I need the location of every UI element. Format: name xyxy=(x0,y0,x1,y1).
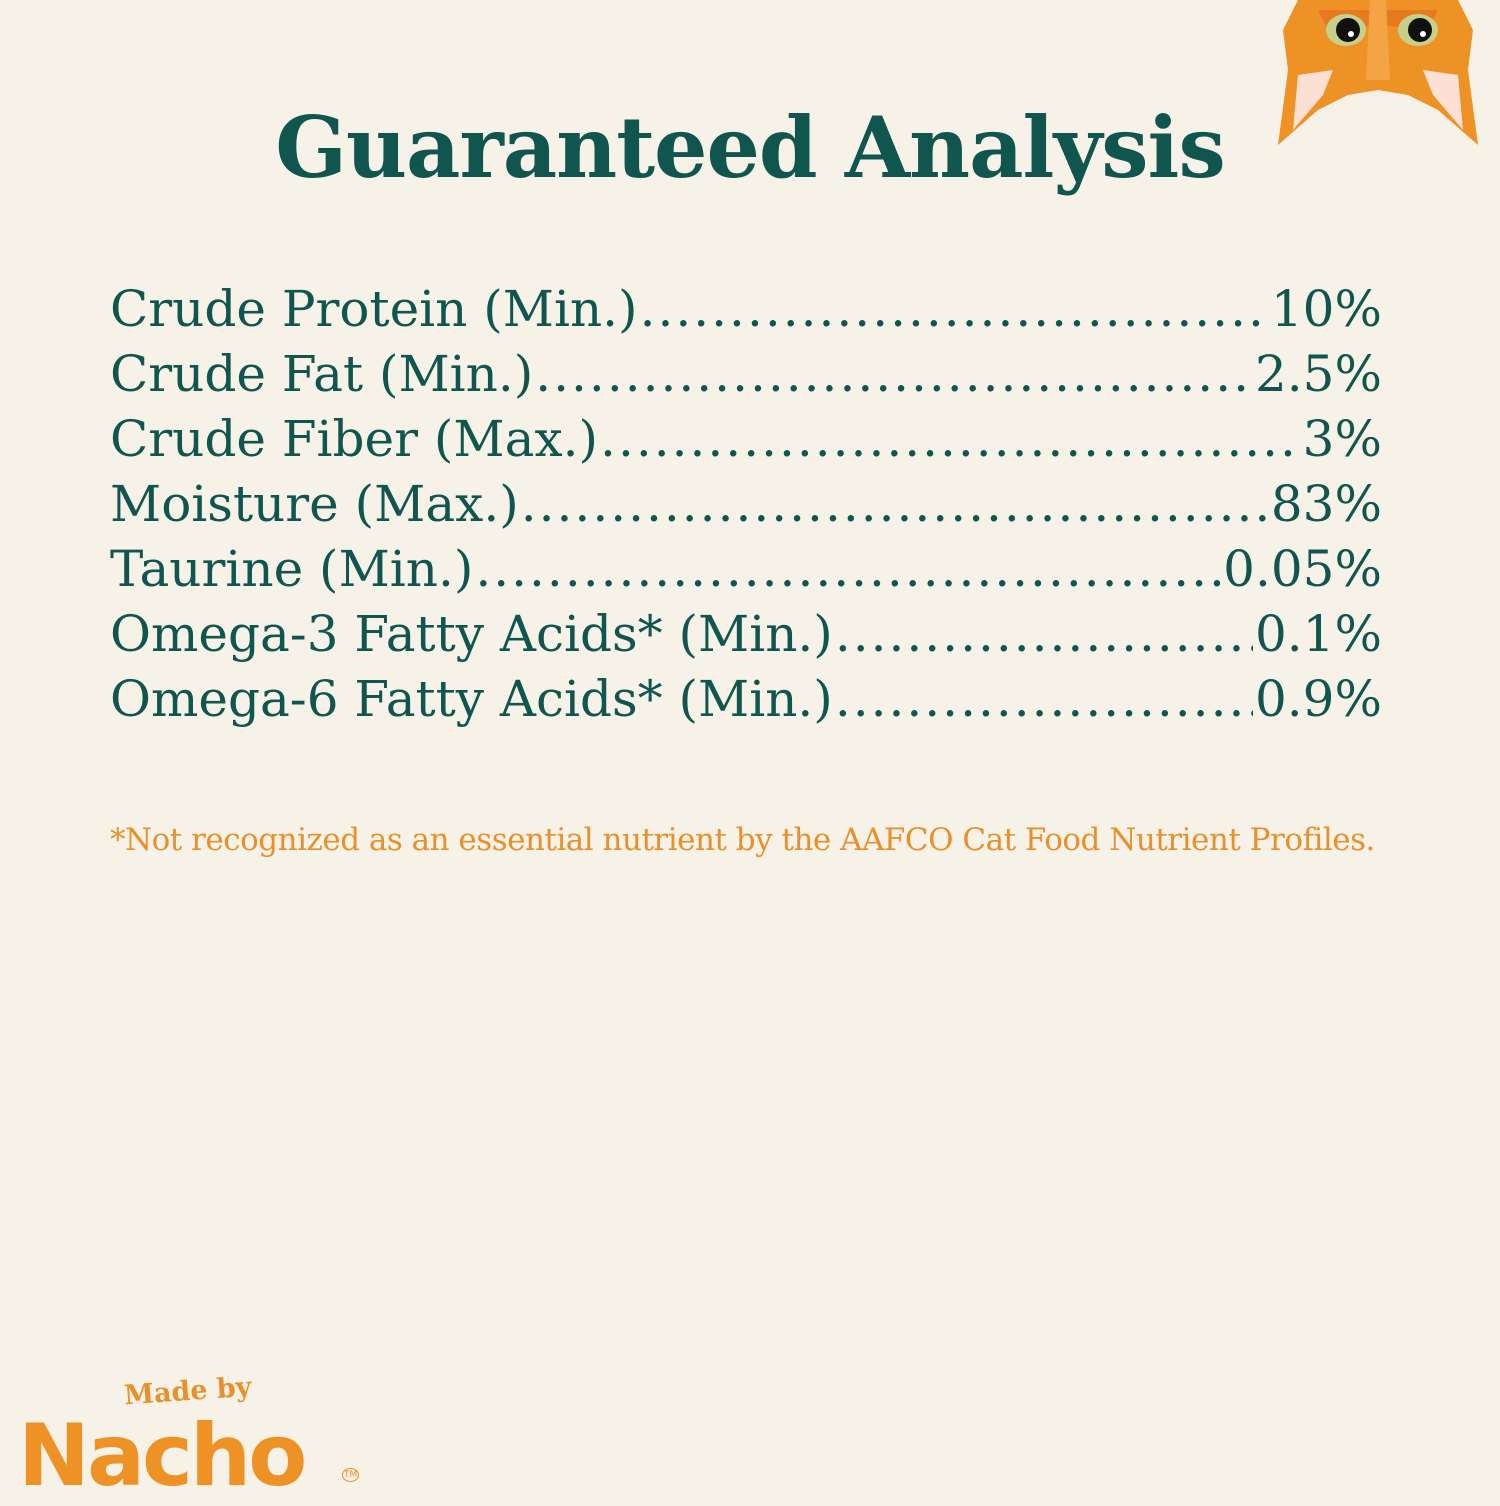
footnote: *Not recognized as an essential nutrient… xyxy=(110,822,1375,858)
nutrient-label: Moisture (Max.) xyxy=(110,475,519,533)
analysis-row: Crude Fat (Min.) 2.5% xyxy=(110,345,1382,410)
nutrient-label: Omega-3 Fatty Acids* (Min.) xyxy=(110,605,833,663)
analysis-row: Crude Protein (Min.) 10% xyxy=(110,280,1382,345)
nutrient-value: 0.05% xyxy=(1223,540,1382,598)
analysis-row: Omega-6 Fatty Acids* (Min.) 0.9% xyxy=(110,670,1382,735)
dot-leader xyxy=(835,670,1253,728)
nutrient-label: Omega-6 Fatty Acids* (Min.) xyxy=(110,670,833,728)
analysis-list: Crude Protein (Min.) 10% Crude Fat (Min.)… xyxy=(110,280,1382,735)
nutrient-value: 2.5% xyxy=(1254,345,1382,403)
nutrient-value: 0.1% xyxy=(1254,605,1382,663)
nutrient-value: 0.9% xyxy=(1254,670,1382,728)
dot-leader xyxy=(535,345,1253,403)
nutrient-label: Crude Fiber (Max.) xyxy=(110,410,599,468)
trademark-mark: TM xyxy=(342,1468,360,1482)
dot-leader xyxy=(475,540,1221,598)
dot-leader xyxy=(835,605,1253,663)
analysis-row: Taurine (Min.) 0.05% xyxy=(110,540,1382,605)
dot-leader xyxy=(600,410,1301,468)
analysis-row: Omega-3 Fatty Acids* (Min.) 0.1% xyxy=(110,605,1382,670)
nutrient-value: 10% xyxy=(1270,280,1382,338)
nutrient-value: 3% xyxy=(1302,410,1382,468)
nutrient-label: Crude Protein (Min.) xyxy=(110,280,638,338)
analysis-row: Moisture (Max.) 83% xyxy=(110,475,1382,540)
brand-name: Nacho xyxy=(18,1406,307,1506)
cat-face-icon xyxy=(1278,0,1478,154)
nutrient-value: 83% xyxy=(1270,475,1382,533)
nutrient-label: Crude Fat (Min.) xyxy=(110,345,534,403)
nutrient-label: Taurine (Min.) xyxy=(110,540,474,598)
dot-leader xyxy=(521,475,1269,533)
analysis-row: Crude Fiber (Max.) 3% xyxy=(110,410,1382,475)
dot-leader xyxy=(640,280,1269,338)
page-title: Guaranteed Analysis xyxy=(275,98,1226,197)
